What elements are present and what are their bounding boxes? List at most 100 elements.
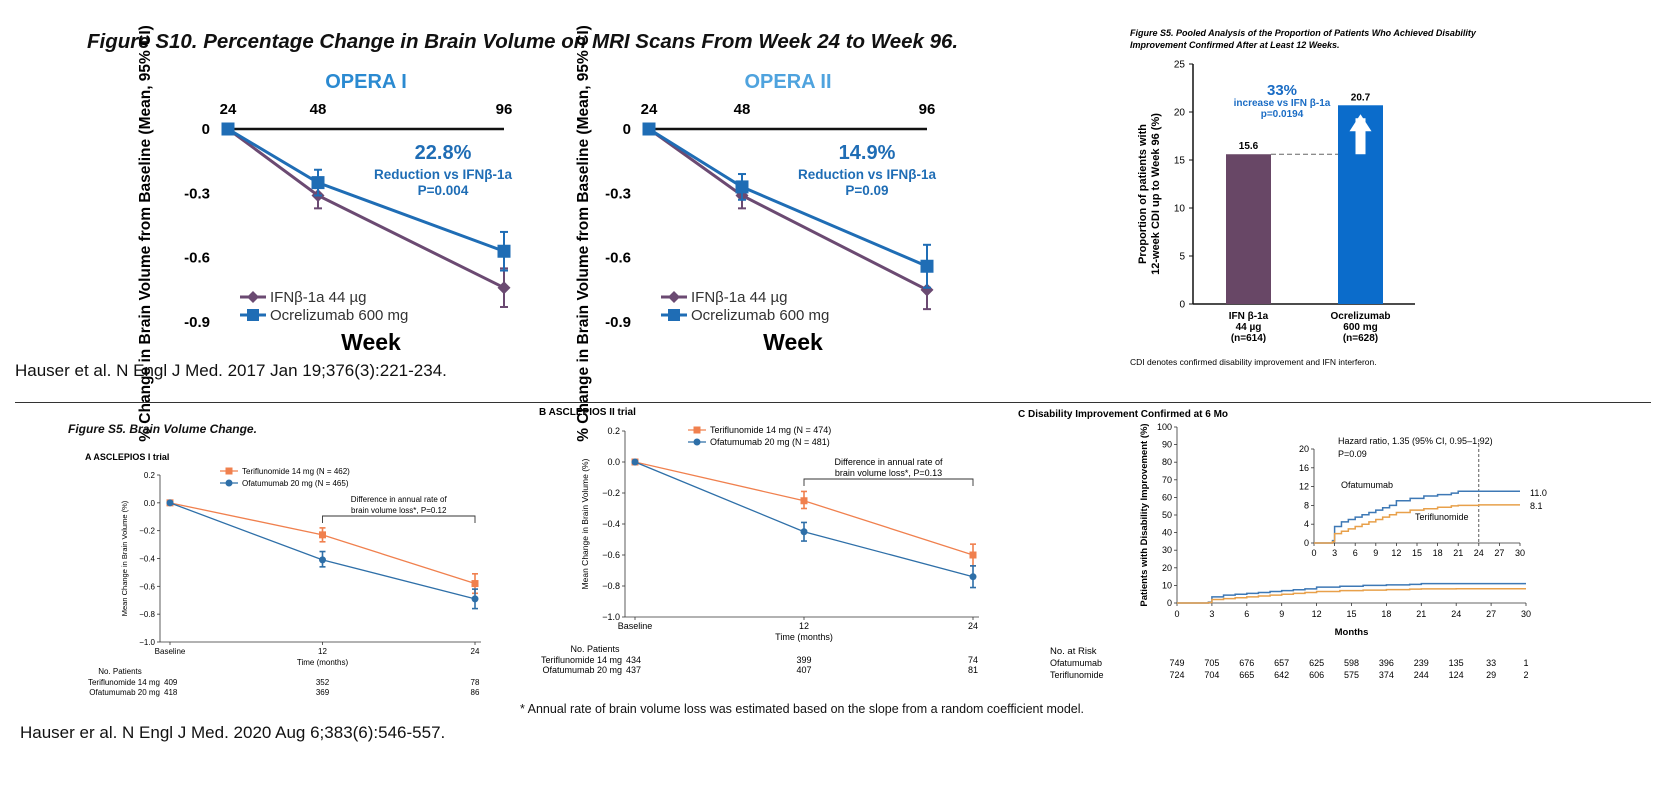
- y-axis-label: % Change in Brain Volume from Baseline (…: [575, 25, 592, 442]
- difference-bracket: [803, 478, 974, 486]
- inset-y-tick-label: 12: [1299, 482, 1309, 492]
- y-tick-label: 70: [1162, 475, 1172, 485]
- data-point: [166, 499, 174, 507]
- risk-count: 1: [1523, 658, 1528, 668]
- patients-header: No. Patients: [570, 644, 620, 654]
- x-axis-label: Week: [763, 329, 823, 355]
- y-tick-label: −0.8: [139, 610, 155, 619]
- difference-bracket: [322, 515, 476, 523]
- data-point: [319, 531, 326, 539]
- risk-count: 135: [1449, 658, 1464, 668]
- data-point: [800, 497, 808, 505]
- x-tick-label: 3: [1209, 609, 1214, 619]
- y-tick-label: 50: [1162, 510, 1172, 520]
- x-tick-label: 24: [220, 101, 237, 118]
- x-tick-label: 24: [641, 101, 658, 118]
- inset-y-tick-label: 16: [1299, 463, 1309, 473]
- y-tick-label: −0.4: [139, 555, 155, 564]
- data-point: [969, 573, 977, 581]
- annotation-text: increase vs IFN β-1a: [1234, 98, 1331, 109]
- x-axis-label: Time (months): [775, 632, 833, 642]
- asclepios2-chart: B ASCLEPIOS II trial 0.2 0.0 −0.2 −0.4 −0.6 −0…: [539, 407, 979, 675]
- patients-row-name: Ofatumumab 20 mg: [89, 688, 160, 697]
- annotation-value: 22.8%: [415, 142, 472, 164]
- x-tick-label: 48: [734, 101, 751, 118]
- y-tick-label: −0.8: [602, 581, 620, 591]
- data-point: [920, 283, 934, 297]
- legend-marker: [225, 479, 233, 487]
- data-point: [642, 122, 656, 136]
- annotation-pvalue: P=0.09: [845, 183, 888, 198]
- y-axis-label-line1: Proportion of patients with: [1137, 124, 1149, 264]
- cdi-bar-chart: Figure S5. Pooled Analysis of the Propor…: [1130, 28, 1477, 367]
- y-tick-label: -0.9: [184, 314, 210, 331]
- legend-label: Ofatumumab 20 mg (N = 481): [710, 437, 830, 447]
- legend-label: IFNβ-1a 44 µg: [270, 289, 366, 306]
- risk-count: 598: [1344, 658, 1359, 668]
- opera1-chart: OPERA I 24 48 96 0 -0.3 -0.6 -0.9 % Change in Br…: [137, 25, 512, 442]
- inset-y-tick-label: 4: [1304, 519, 1309, 529]
- hazard-p-value: P=0.09: [1338, 449, 1367, 459]
- patients-count: 399: [796, 655, 811, 665]
- patients-count: 418: [164, 688, 178, 697]
- bracket-label-line1: Difference in annual rate of: [835, 457, 943, 467]
- x-tick-label: 24: [968, 621, 978, 631]
- legend-marker: [668, 309, 680, 321]
- x-tick-label: 0: [1174, 609, 1179, 619]
- x-tick-label: 96: [496, 101, 513, 118]
- y-axis-label-line2: 12-week CDI up to Week 96 (%): [1150, 113, 1162, 275]
- y-tick-label: 60: [1162, 492, 1172, 502]
- x-tick-label: 24: [471, 647, 480, 656]
- y-tick-label: 25: [1174, 60, 1186, 71]
- patients-count: 81: [968, 665, 978, 675]
- risk-count: 575: [1344, 670, 1359, 680]
- patients-count: 409: [164, 678, 178, 687]
- y-tick-label: 100: [1157, 422, 1172, 432]
- risk-count: 676: [1239, 658, 1254, 668]
- risk-count: 657: [1274, 658, 1289, 668]
- legend-label: IFNβ-1a 44 µg: [691, 289, 787, 306]
- risk-count: 33: [1486, 658, 1496, 668]
- category-label: IFN β-1a: [1229, 311, 1269, 322]
- panel-label: C Disability Improvement Confirmed at 6 …: [1018, 409, 1228, 420]
- inset-km-curve: [1314, 504, 1520, 544]
- risk-count: 704: [1204, 670, 1219, 680]
- bar-chart-title-line2: Improvement Confirmed After at Least 12 …: [1130, 40, 1340, 50]
- risk-count: 625: [1309, 658, 1324, 668]
- increase-arrow-shaft: [1355, 118, 1366, 155]
- y-tick-label: −0.2: [602, 488, 620, 498]
- y-tick-label: −0.6: [139, 582, 155, 591]
- inset-label-teriflunomide: Teriflunomide: [1415, 512, 1469, 522]
- patients-count: 434: [626, 655, 641, 665]
- y-tick-label: 0.2: [607, 426, 620, 436]
- km-curve: [1177, 587, 1526, 604]
- chart-title: OPERA II: [744, 71, 831, 93]
- risk-count: 29: [1486, 670, 1496, 680]
- y-tick-label: −0.6: [602, 550, 620, 560]
- legend-marker: [225, 467, 233, 475]
- patients-count: 407: [796, 665, 811, 675]
- bar-value-label: 20.7: [1351, 92, 1371, 103]
- inset-label-ofatumumab: Ofatumumab: [1341, 480, 1393, 490]
- y-tick-label: 0.0: [144, 499, 156, 508]
- y-tick-label: -0.3: [184, 185, 210, 202]
- y-tick-label: −1.0: [139, 638, 155, 647]
- inset-x-tick-label: 27: [1494, 548, 1504, 558]
- legend-label: Teriflunomide 14 mg (N = 474): [710, 425, 831, 435]
- category-label: 44 µg: [1236, 322, 1262, 333]
- panel-label: A ASCLEPIOS I trial: [85, 452, 169, 462]
- patients-count: 352: [316, 678, 330, 687]
- annotation-text: Reduction vs IFNβ-1a: [374, 167, 513, 182]
- inset-y-tick-label: 20: [1299, 444, 1309, 454]
- annotation-value: 33%: [1267, 82, 1297, 99]
- inset-x-tick-label: 15: [1412, 548, 1422, 558]
- x-axis-label: Time (months): [297, 658, 349, 667]
- x-tick-label: 21: [1416, 609, 1426, 619]
- y-tick-label: 20: [1162, 563, 1172, 573]
- inset-end-label-teriflunomide: 8.1: [1530, 501, 1543, 511]
- footnote: * Annual rate of brain volume loss was e…: [520, 702, 1084, 716]
- patients-header: No. Patients: [98, 667, 142, 676]
- annotation-text: Reduction vs IFNβ-1a: [798, 167, 937, 182]
- y-axis-label: Mean Change in Brain Volume (%): [120, 500, 129, 616]
- bracket-label-line2: brain volume loss*, P=0.13: [835, 468, 942, 478]
